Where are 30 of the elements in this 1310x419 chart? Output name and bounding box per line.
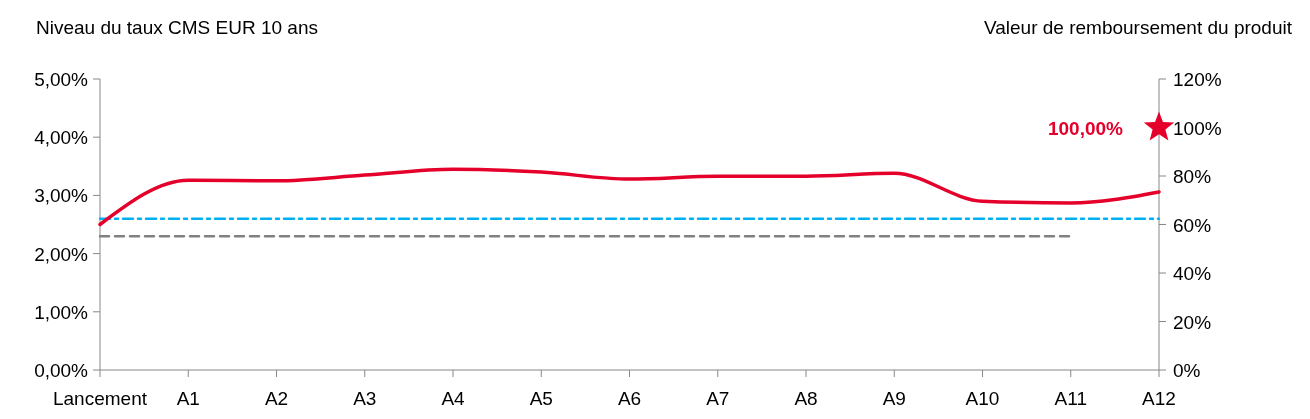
y2-axis-title: Valeur de remboursement du produit <box>983 17 1293 38</box>
line-series <box>98 167 1161 227</box>
y-axis-title: Niveau du taux CMS EUR 10 ans <box>36 17 318 38</box>
y2-tick-label: 20% <box>1173 311 1212 333</box>
x-tick-label: A1 <box>176 388 200 409</box>
x-tick-label: A8 <box>794 388 818 409</box>
y-tick-label: 5,00% <box>34 69 89 90</box>
y2-tick-label: 100% <box>1173 117 1222 139</box>
x-tick-label: Lancement <box>52 388 148 409</box>
x-tick-label: A9 <box>882 388 906 409</box>
y2-tick-label: 0% <box>1173 360 1201 381</box>
y2-tick-label: 120% <box>1173 69 1222 90</box>
x-tick-label: A4 <box>441 388 466 409</box>
y2-tick-label: 40% <box>1173 263 1212 284</box>
y-tick-label: 2,00% <box>34 243 89 265</box>
y2-tick-label: 60% <box>1173 214 1212 236</box>
x-tick-label: A5 <box>529 388 553 409</box>
x-tick-label: A7 <box>706 388 730 409</box>
x-tick-label: A10 <box>965 388 1000 409</box>
y-tick-label: 1,00% <box>34 301 89 323</box>
x-tick-label: A3 <box>353 388 377 409</box>
y2-tick-label: 80% <box>1173 166 1212 187</box>
y-tick-label: 0,00% <box>34 360 89 381</box>
x-tick-label: A12 <box>1142 388 1176 409</box>
x-tick-label: A6 <box>617 388 642 409</box>
x-tick-label: A2 <box>264 388 289 409</box>
x-tick-label: A11 <box>1054 388 1087 409</box>
y-tick-label: 3,00% <box>34 185 89 207</box>
y-tick-label: 4,00% <box>34 127 89 149</box>
data-label: 100,00% <box>1047 117 1124 139</box>
